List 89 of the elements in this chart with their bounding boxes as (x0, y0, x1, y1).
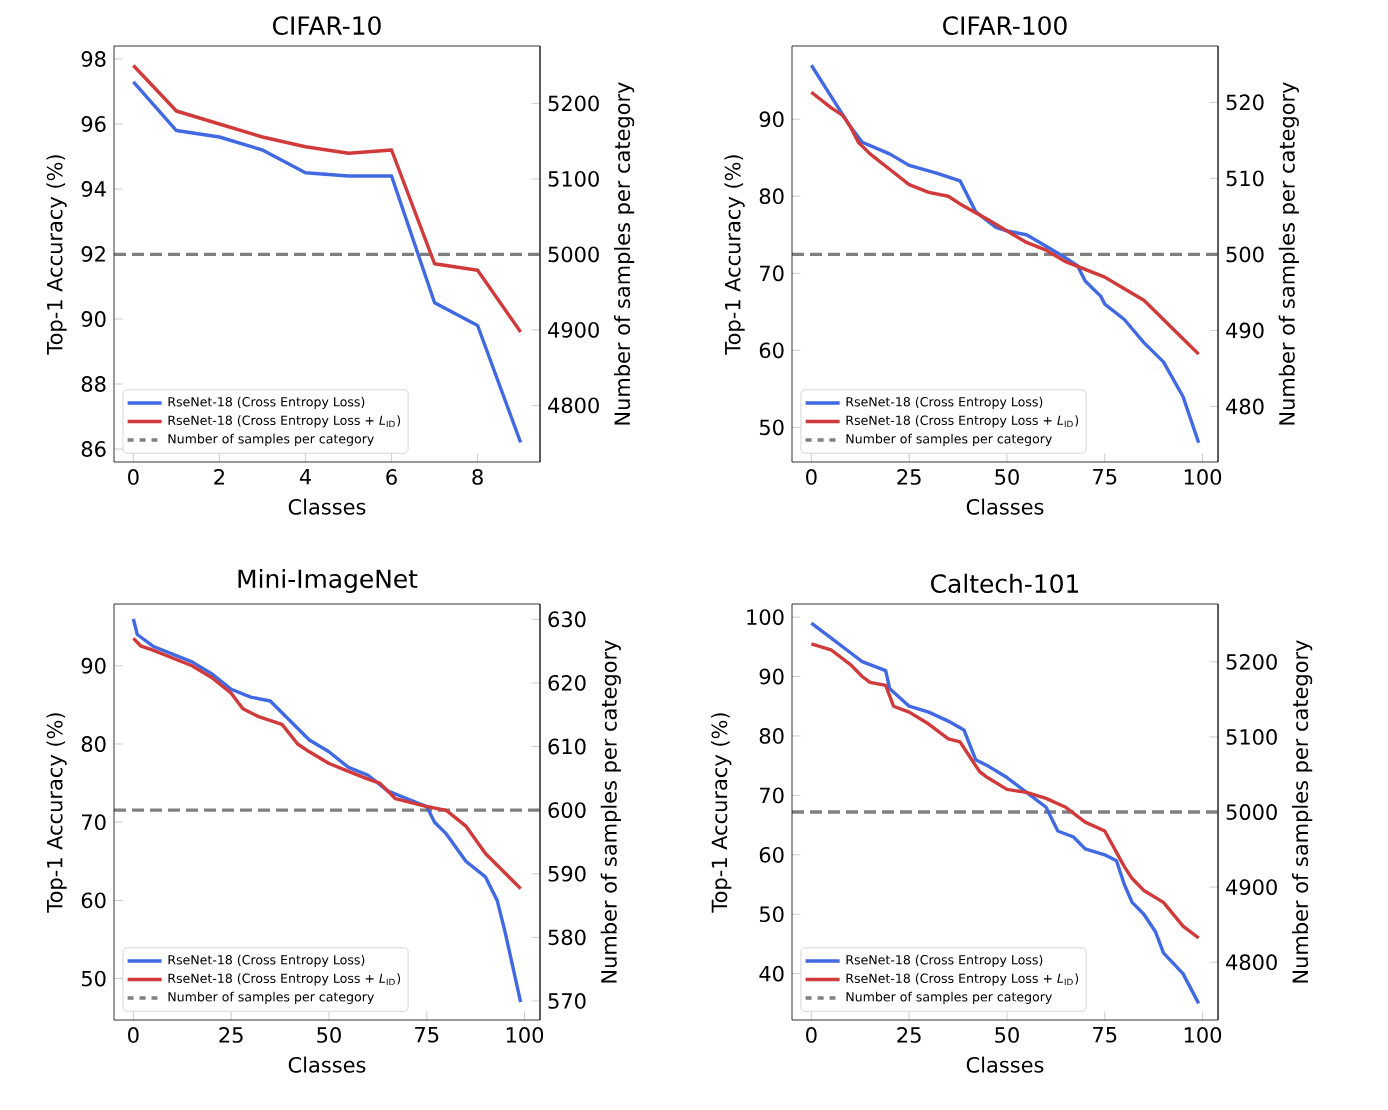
y-tick-label: 100 (747, 609, 784, 625)
x-axis-title: Classes (966, 498, 1044, 515)
chart-title: CIFAR-100 (943, 16, 1067, 35)
y-tick-label: 98 (81, 51, 106, 67)
y-tick-label: 90 (81, 311, 106, 327)
x-tick-label: 8 (472, 469, 483, 485)
y-tick-label: 70 (760, 265, 784, 282)
chart-title: Mini-ImageNet (238, 568, 418, 594)
y2-tick-label: 5100 (548, 170, 599, 187)
x-tick-label: 0 (128, 1027, 139, 1043)
y2-tick-label: 520 (1226, 94, 1264, 111)
y-axis-title: Top-1 Accuracy (%) (711, 713, 732, 913)
x-tick-label: 75 (415, 1027, 439, 1043)
y-tick-label: 40 (759, 965, 784, 982)
y2-tick-label: 570 (548, 993, 586, 1009)
x-tick-label: 100 (1184, 1027, 1222, 1043)
x-tick-label: 75 (1093, 469, 1117, 485)
x-tick-label: 6 (386, 469, 397, 485)
line-series (131, 636, 523, 891)
y-tick-label: 94 (81, 181, 106, 197)
y2-tick-label: 5000 (1226, 804, 1277, 820)
y2-tick-label: 5200 (548, 95, 599, 112)
y2-tick-label: 630 (548, 611, 586, 628)
y2-tick-label: 490 (1226, 322, 1264, 339)
x-tick-label: 0 (806, 469, 817, 485)
y-axis-title: Top-1 Accuracy (%) (46, 713, 67, 913)
y2-axis-title: Number of samples per category (1278, 82, 1299, 425)
y2-tick-label: 4900 (1226, 879, 1277, 895)
x-axis-title: Classes (288, 498, 366, 515)
x-tick-label: 75 (1093, 1027, 1117, 1043)
y2-tick-label: 610 (548, 738, 586, 755)
y-tick-label: 90 (81, 657, 106, 674)
y-tick-label: 60 (759, 846, 784, 863)
x-tick-label: 50 (995, 1027, 1019, 1043)
line-series (809, 63, 1201, 445)
y-tick-label: 60 (759, 342, 784, 359)
y-tick-label: 90 (759, 111, 784, 128)
y2-tick-label: 4900 (548, 321, 599, 338)
y2-axis-title: Number of samples per category (1292, 640, 1313, 983)
y-tick-label: 90 (759, 668, 784, 685)
y-tick-label: 70 (760, 787, 784, 804)
line-series (131, 80, 523, 445)
line-series (809, 621, 1201, 1006)
y-tick-label: 96 (81, 116, 106, 132)
y-tick-label: 50 (759, 906, 784, 923)
line-series (809, 642, 1201, 940)
x-tick-label: 2 (214, 469, 224, 485)
x-tick-label: 25 (897, 469, 921, 485)
y2-tick-label: 510 (1226, 170, 1264, 187)
y2-tick-label: 4800 (1226, 954, 1277, 971)
x-tick-label: 0 (128, 469, 139, 485)
x-tick-label: 50 (317, 1027, 341, 1043)
y2-tick-label: 620 (548, 674, 586, 691)
y2-tick-label: 5100 (1226, 729, 1277, 745)
x-tick-label: 4 (299, 469, 311, 485)
y2-tick-label: 580 (548, 929, 586, 946)
x-tick-label: 100 (506, 1027, 544, 1043)
y2-tick-label: 480 (1226, 398, 1264, 415)
y2-axis-title: Number of samples per category (600, 640, 621, 983)
x-tick-label: 25 (219, 1027, 243, 1043)
x-axis-title: Classes (288, 1056, 366, 1073)
line-series (131, 63, 523, 334)
y2-tick-label: 5000 (548, 246, 599, 263)
y-tick-label: 50 (81, 970, 106, 987)
x-axis-title: Classes (966, 1056, 1044, 1073)
x-tick-label: 0 (806, 1027, 817, 1043)
y-tick-label: 92 (81, 246, 105, 262)
chart-title: Caltech-101 (931, 573, 1079, 594)
y-tick-label: 88 (81, 376, 106, 392)
x-tick-label: 50 (995, 469, 1019, 485)
y-axis-title: Top-1 Accuracy (%) (46, 155, 67, 355)
y-tick-label: 80 (759, 188, 784, 205)
y-tick-label: 80 (81, 736, 106, 752)
y-tick-label: 86 (81, 441, 106, 457)
y2-tick-label: 590 (548, 865, 586, 882)
y2-tick-label: 500 (1226, 246, 1264, 263)
y2-tick-label: 5200 (1226, 653, 1277, 670)
y-axis-title: Top-1 Accuracy (%) (724, 155, 745, 355)
y-tick-label: 70 (82, 814, 106, 831)
x-tick-label: 25 (897, 1027, 921, 1043)
chart-title: CIFAR-10 (273, 16, 381, 35)
x-tick-label: 100 (1184, 469, 1222, 485)
y-tick-label: 80 (759, 728, 784, 744)
line-series (131, 617, 523, 1004)
y2-tick-label: 4800 (548, 397, 599, 414)
y-tick-label: 60 (81, 892, 106, 909)
y2-tick-label: 600 (548, 802, 586, 818)
y-tick-label: 50 (759, 419, 784, 436)
y2-axis-title: Number of samples per category (613, 82, 635, 425)
